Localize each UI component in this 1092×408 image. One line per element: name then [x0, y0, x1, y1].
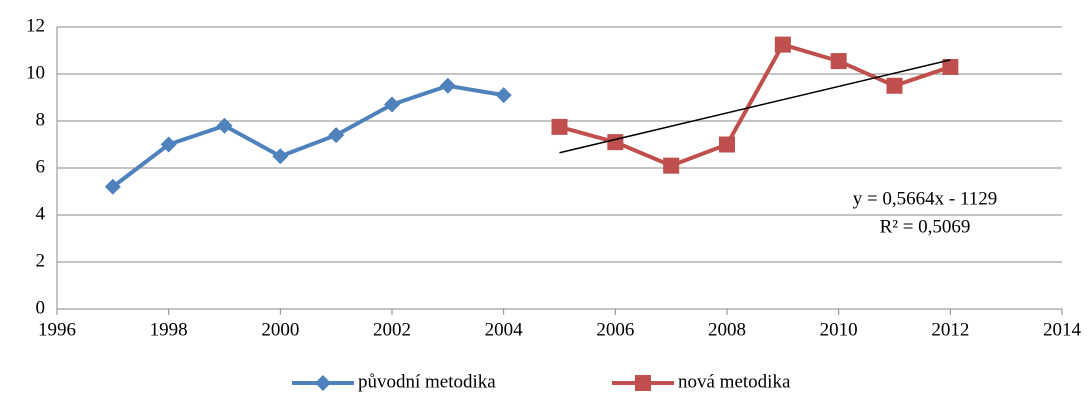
marker: [774, 36, 791, 53]
y-tick-label: 4: [36, 203, 46, 224]
trendline-equation: y = 0,5664x - 1129: [853, 188, 998, 209]
x-tick-label: 2006: [596, 319, 634, 340]
legend-label: původní metodika: [358, 371, 496, 392]
y-tick-label: 8: [36, 109, 46, 130]
x-tick-label: 2014: [1043, 319, 1082, 340]
y-tick-label: 2: [36, 250, 46, 271]
marker: [439, 77, 456, 94]
marker: [830, 53, 847, 70]
marker: [886, 77, 903, 94]
x-tick-label: 1996: [38, 319, 76, 340]
x-tick-label: 2002: [373, 319, 411, 340]
marker: [663, 157, 680, 174]
marker: [216, 117, 233, 134]
marker: [384, 96, 400, 113]
x-tick-label: 2008: [708, 319, 746, 340]
series-line: [558, 42, 951, 168]
marker: [719, 136, 735, 153]
y-tick-label: 6: [36, 156, 46, 177]
marker: [942, 58, 959, 75]
marker: [315, 375, 331, 391]
x-tick-label: 2004: [485, 319, 524, 340]
y-tick-label: 0: [36, 297, 46, 318]
series-line: [111, 83, 504, 189]
y-tick-label: 12: [26, 15, 45, 36]
legend-label: nová metodika: [678, 371, 791, 392]
marker: [607, 134, 624, 151]
x-tick-label: 2012: [931, 319, 969, 340]
marker: [635, 375, 651, 391]
marker: [551, 118, 568, 135]
marker: [495, 87, 512, 104]
marker: [160, 136, 177, 153]
x-tick-label: 2000: [261, 319, 299, 340]
trendline-r2: R² = 0,5069: [880, 216, 971, 237]
x-tick-label: 1998: [150, 319, 188, 340]
marker: [104, 178, 121, 195]
marker: [272, 148, 289, 165]
y-tick-label: 10: [26, 62, 45, 83]
x-tick-label: 2010: [820, 319, 858, 340]
marker: [328, 127, 345, 144]
trendline: [559, 59, 951, 154]
